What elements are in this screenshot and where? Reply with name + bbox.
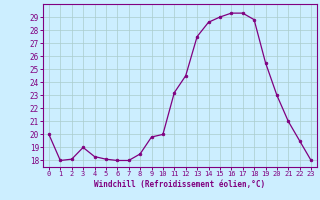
X-axis label: Windchill (Refroidissement éolien,°C): Windchill (Refroidissement éolien,°C)	[94, 180, 266, 189]
